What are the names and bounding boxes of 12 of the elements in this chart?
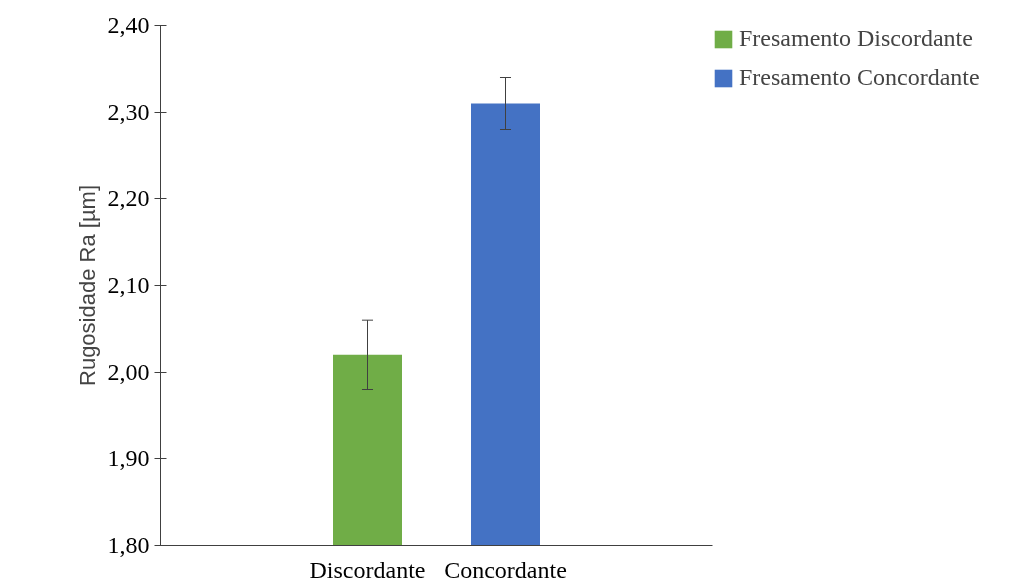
x-tick-label: Discordante <box>309 556 426 583</box>
y-tick-label: 2,10 <box>107 272 150 298</box>
legend-label: Fresamento Discordante <box>739 25 974 52</box>
y-axis-title: Rugosidade Ra [µm] <box>74 185 100 386</box>
y-tick-label: 2,40 <box>107 12 150 38</box>
y-tick-label: 2,00 <box>107 358 150 385</box>
legend-label: Fresamento Concordante <box>739 64 981 91</box>
y-tick-label: 1,90 <box>107 445 150 472</box>
y-tick-label: 2,30 <box>107 98 150 125</box>
y-tick-label: 1,80 <box>107 532 150 558</box>
y-tick-label: 2,20 <box>107 185 150 212</box>
x-tick-label: Concordante <box>444 556 567 583</box>
